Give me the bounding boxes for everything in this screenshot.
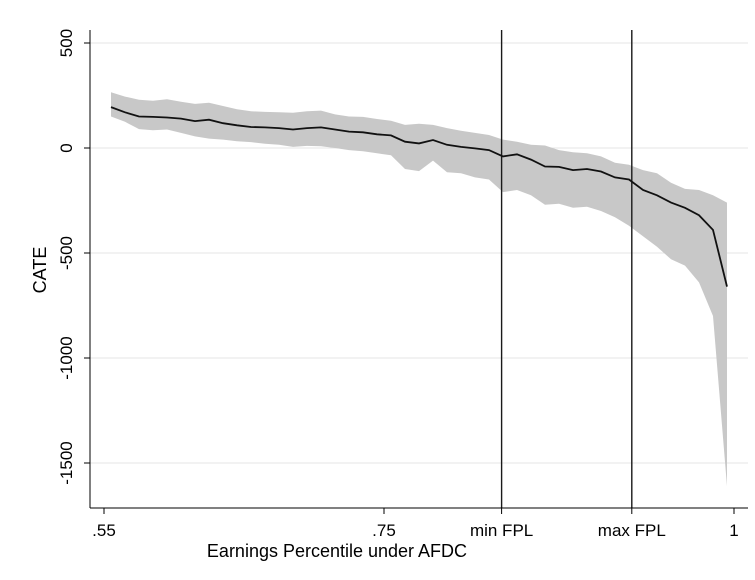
- x-tick-label-2: min FPL: [470, 521, 533, 540]
- y-tick-label-1: 0: [57, 143, 76, 152]
- axes: [89, 30, 748, 509]
- y-axis-label: CATE: [30, 247, 50, 294]
- confidence-band-layer: [111, 92, 727, 487]
- y-tick-label-2: -500: [57, 236, 76, 270]
- estimate-line: [110, 106, 728, 287]
- x-axis-label: Earnings Percentile under AFDC: [207, 541, 467, 561]
- x-tick-label-1: .75: [372, 521, 396, 540]
- reference-lines: [500, 30, 633, 508]
- x-tick-label-4: 1: [729, 521, 738, 540]
- estimate-line-layer: [110, 106, 728, 287]
- tick-labels: 500 0 -500 -1000 -1500 .55 .75 min FPL max FPL 1: [57, 29, 739, 540]
- y-tick-label-0: 500: [57, 29, 76, 57]
- x-tick-label-0: .55: [92, 521, 116, 540]
- gridlines: [90, 42, 748, 464]
- y-tick-label-4: -1500: [57, 441, 76, 484]
- confidence-band: [111, 92, 727, 487]
- x-tick-label-3: max FPL: [598, 521, 666, 540]
- y-tick-label-3: -1000: [57, 336, 76, 379]
